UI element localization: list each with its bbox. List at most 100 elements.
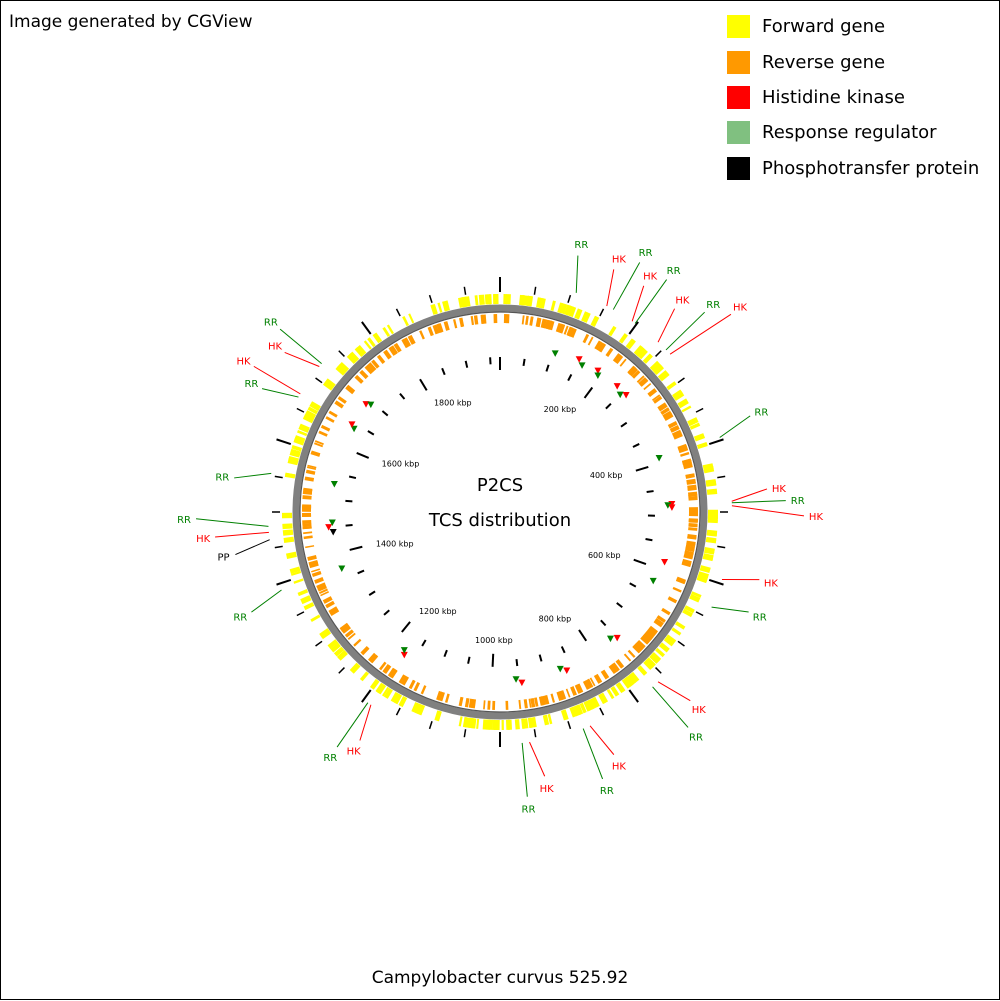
feature-callout-line xyxy=(632,286,644,322)
tick-label: 1800 kbp xyxy=(434,398,472,407)
reverse-gene-mark xyxy=(567,689,570,697)
reverse-gene-mark xyxy=(378,356,384,363)
reverse-gene-mark xyxy=(540,697,542,706)
forward-gene-mark xyxy=(703,556,713,558)
reverse-gene-mark xyxy=(644,384,651,390)
feature-label: HK xyxy=(772,484,787,495)
reverse-gene-mark xyxy=(532,698,534,707)
feature-callout-line xyxy=(234,473,271,478)
minor-tick xyxy=(647,491,654,492)
outer-tick-mark xyxy=(629,322,638,334)
forward-gene-mark xyxy=(542,299,544,309)
feature-label: RR xyxy=(233,613,247,624)
feature-label: RR xyxy=(667,266,681,277)
minor-tick xyxy=(516,659,517,666)
feature-label: HK xyxy=(612,761,627,772)
reverse-gene-mark xyxy=(525,699,526,708)
outer-tick-mark xyxy=(275,546,283,547)
reverse-gene-mark xyxy=(422,686,426,694)
minor-tick xyxy=(633,444,639,447)
forward-gene-mark xyxy=(301,598,310,602)
tcs-marker xyxy=(650,578,657,585)
forward-gene-mark xyxy=(618,684,624,692)
forward-gene-mark xyxy=(288,461,298,463)
forward-gene-mark xyxy=(388,325,393,334)
forward-gene-mark xyxy=(676,623,684,628)
reverse-gene-mark xyxy=(683,561,692,563)
forward-gene-mark xyxy=(552,301,554,311)
feature-label: HK xyxy=(809,512,824,523)
reverse-gene-mark xyxy=(685,552,694,554)
major-tick xyxy=(420,379,427,390)
forward-gene-mark xyxy=(283,532,293,533)
reverse-gene-mark xyxy=(489,701,490,710)
forward-gene-mark xyxy=(529,296,530,306)
feature-label: RR xyxy=(754,408,768,419)
forward-gene-mark xyxy=(700,568,710,571)
reverse-gene-mark xyxy=(689,525,698,526)
feature-label: HK xyxy=(733,303,748,314)
reverse-gene-mark xyxy=(607,349,612,356)
reverse-gene-mark xyxy=(460,697,462,706)
tcs-marker xyxy=(576,356,583,363)
feature-label: HK xyxy=(692,705,707,716)
reverse-gene-mark xyxy=(686,480,695,481)
center-title: P2CS xyxy=(477,475,523,496)
feature-label: RR xyxy=(753,613,767,624)
forward-gene-mark xyxy=(699,573,709,576)
feature-callout-line xyxy=(280,329,322,364)
forward-gene-mark xyxy=(374,334,380,342)
outer-tick-mark xyxy=(297,612,304,616)
feature-callout-line xyxy=(522,743,527,797)
reverse-gene-mark xyxy=(620,359,626,366)
reverse-gene-mark xyxy=(686,475,695,477)
reverse-gene-mark xyxy=(326,602,334,606)
reverse-gene-mark xyxy=(543,319,545,328)
minor-tick xyxy=(630,583,636,586)
reverse-gene-mark xyxy=(319,432,327,436)
tcs-marker xyxy=(656,455,663,462)
feature-callout-line xyxy=(607,269,614,306)
forward-gene-mark xyxy=(461,298,463,308)
minor-tick xyxy=(442,368,445,374)
forward-gene-mark xyxy=(352,664,359,671)
forward-gene-mark xyxy=(311,616,320,621)
reverse-gene-mark xyxy=(385,351,390,358)
reverse-gene-mark xyxy=(454,319,456,328)
reverse-gene-mark xyxy=(476,316,477,325)
forward-gene-mark xyxy=(438,303,441,313)
reverse-gene-mark xyxy=(680,453,689,456)
major-tick xyxy=(634,560,646,564)
feature-label: HK xyxy=(236,356,251,367)
outer-tick-mark xyxy=(316,641,322,646)
forward-gene-mark xyxy=(284,539,294,540)
forward-gene-mark xyxy=(612,687,617,695)
forward-gene-mark xyxy=(656,649,664,656)
outer-tick-mark xyxy=(534,729,535,737)
forward-gene-mark xyxy=(485,720,486,730)
major-tick xyxy=(585,387,593,397)
feature-label: RR xyxy=(264,317,278,328)
tcs-marker xyxy=(614,635,621,642)
major-tick xyxy=(357,453,369,458)
forward-gene-mark xyxy=(468,718,469,728)
feature-callout-line xyxy=(613,262,639,309)
outer-tick-mark xyxy=(396,708,400,715)
feature-label: RR xyxy=(177,515,191,526)
feature-label: HK xyxy=(347,747,362,758)
feature-callout-line xyxy=(635,280,666,324)
minor-tick xyxy=(384,610,389,615)
outer-tick-mark xyxy=(696,612,703,616)
outer-tick-mark xyxy=(362,322,371,334)
feature-label: RR xyxy=(574,240,588,251)
feature-label: HK xyxy=(643,272,658,283)
outer-tick-mark xyxy=(656,668,662,674)
forward-gene-mark xyxy=(401,697,406,706)
tick-label: 200 kbp xyxy=(544,405,577,414)
forward-gene-mark xyxy=(403,317,407,326)
outer-tick-mark xyxy=(717,546,725,547)
forward-gene-mark xyxy=(294,580,303,583)
outer-tick-mark xyxy=(277,439,291,444)
forward-gene-mark xyxy=(545,715,547,725)
